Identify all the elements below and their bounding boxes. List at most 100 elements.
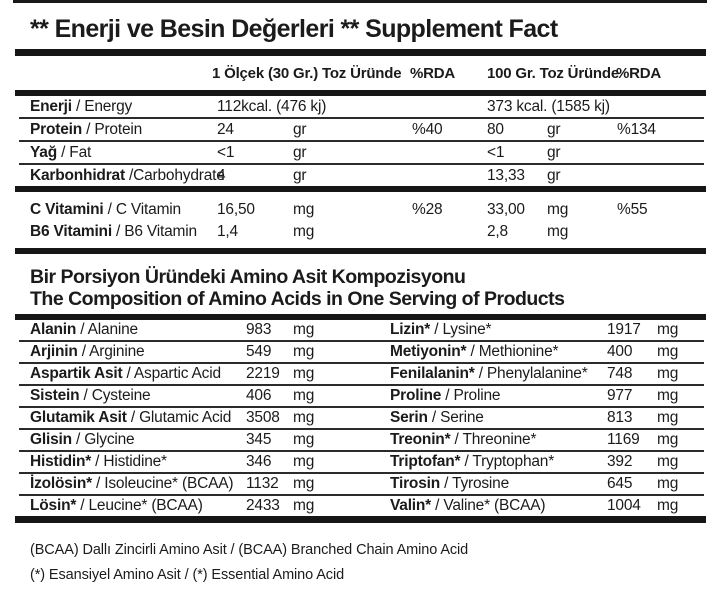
amino-label-left-tr: Sistein [30,387,80,404]
amino-label-right-tr: Triptofan* [390,453,461,470]
amino-label-right: Metiyonin* / Methionine* [390,343,607,361]
unit-per-100g: mg [547,201,569,218]
row-separator [19,362,704,364]
amino-label-left: Glisin / Glycine [30,431,246,449]
value-per-100g: 2,8 [487,223,508,240]
amino-section-title-en: The Composition of Amino Acids in One Se… [30,288,565,310]
amino-label-left-en: / Isoleucine* (BCAA) [91,475,234,492]
row-separator [19,163,704,165]
amino-unit-right: mg [657,343,679,360]
nutrient-label: Enerji / Energy [30,98,217,116]
amino-label-right: Valin* / Valine* (BCAA) [390,497,607,515]
unit-per-100g: mg [547,223,569,240]
amino-value-right: 977 [607,387,633,404]
nutrient-label: Karbonhidrat /Carbohydrate [30,167,225,185]
row-separator [19,450,704,452]
amino-value-left: 346 [246,453,272,470]
amino-unit-right: mg [657,365,679,382]
amino-label-left-en: / Glycine [71,431,135,448]
amino-unit-left: mg [293,475,315,492]
page-title: ** Enerji ve Besin Değerleri ** Suppleme… [30,15,558,43]
amino-label-left-tr: Aspartik Asit [30,365,123,382]
nutrient-label: Yağ / Fat [30,144,217,162]
row-separator [19,140,704,142]
amino-unit-right: mg [657,475,679,492]
amino-unit-left: mg [293,321,315,338]
amino-value-left: 549 [246,343,272,360]
value-per-serving: 4 [217,166,226,184]
vitamin-row-b6: B6 Vitamini / B6 Vitamin 1,4 mg 2,8 mg [0,221,720,243]
amino-value-left: 3508 [246,409,280,426]
amino-label-right-tr: Lizin* [390,321,431,338]
amino-value-left: 345 [246,431,272,448]
top-border-line [13,0,707,3]
amino-label-right-en: / Tryptophan* [460,453,555,470]
amino-label-left-tr: Histidin* [30,453,92,470]
amino-label-left-tr: Glisin [30,431,72,448]
unit-per-serving: gr [293,120,307,138]
row-separator [19,472,704,474]
amino-label-left-en: / Leucine* (BCAA) [76,497,203,514]
divider-bar [15,314,706,320]
column-headers: 1 Ölçek (30 Gr.) Toz Üründe %RDA 100 Gr.… [0,56,720,90]
amino-section-title-tr: Bir Porsiyon Üründeki Amino Asit Kompozi… [30,266,466,288]
amino-acid-row: İzolösin* / Isoleucine* (BCAA) 1132 mg T… [0,474,720,494]
vitamin-label-tr: B6 Vitamini [30,223,112,240]
vitamin-label: C Vitamini / C Vitamin [30,201,217,219]
header-rda-2: %RDA [616,64,662,82]
amino-label-left-en: / Histidine* [91,453,167,470]
amino-unit-right: mg [657,321,679,338]
value-per-serving: 112kcal. (476 kj) [217,97,327,115]
amino-label-left-tr: Glutamik Asit [30,409,127,426]
amino-unit-left: mg [293,343,315,360]
amino-acid-row: Lösin* / Leucine* (BCAA) 2433 mg Valin* … [0,496,720,516]
amino-label-left-en: / Arginine [77,343,145,360]
amino-value-left: 2219 [246,365,280,382]
amino-value-right: 1169 [607,431,640,448]
rda-per-serving: %40 [412,120,443,138]
row-separator [19,428,704,430]
amino-acid-table: Alanin / Alanine 983 mg Lizin* / Lysine*… [0,320,720,516]
amino-label-left: Histidin* / Histidine* [30,453,246,471]
footnotes: (BCAA) Dallı Zincirli Amino Asit / (BCAA… [30,538,720,588]
amino-label-right: Triptofan* / Tryptophan* [390,453,607,471]
nutrient-label-en: / Energy [71,97,133,115]
value-per-100g: 13,33 [487,166,525,184]
amino-label-left: Glutamik Asit / Glutamic Acid [30,409,246,427]
row-separator [19,340,704,342]
value-per-100g: <1 [487,143,505,161]
amino-unit-right: mg [657,431,679,448]
nutrient-label-tr: Protein [30,120,82,138]
nutrient-label-tr: Enerji [30,97,72,115]
vitamin-label-en: / B6 Vitamin [111,223,197,240]
row-separator [19,384,704,386]
amino-label-left-tr: Alanin [30,321,77,338]
value-per-100g: 33,00 [487,201,525,218]
amino-value-right: 748 [607,365,633,382]
amino-label-right-tr: Serin [390,409,428,426]
amino-label-left-tr: Lösin* [30,497,77,514]
nutrient-label-en: / Protein [82,120,143,138]
amino-label-left-en: / Alanine [76,321,138,338]
amino-label-right-tr: Metiyonin* [390,343,467,360]
amino-label-left: Lösin* / Leucine* (BCAA) [30,497,246,515]
amino-label-left: Aspartik Asit / Aspartic Acid [30,365,246,383]
row-separator [19,494,704,496]
amino-label-left: Sistein / Cysteine [30,387,246,405]
amino-value-right: 645 [607,475,633,492]
nutrient-label: Protein / Protein [30,121,217,139]
amino-value-left: 406 [246,387,272,404]
value-per-serving: <1 [217,143,235,161]
amino-label-left: İzolösin* / Isoleucine* (BCAA) [30,475,246,493]
amino-label-right-en: / Threonine* [450,431,537,448]
amino-label-right-en: / Valine* (BCAA) [431,497,546,514]
rda-per-100g: %134 [617,120,656,138]
amino-label-right-tr: Valin* [390,497,432,514]
amino-label-right-tr: Fenilalanin* [390,365,475,382]
vitamin-label-en: / C Vitamin [103,201,182,218]
unit-per-serving: gr [293,166,307,184]
amino-acid-row: Histidin* / Histidine* 346 mg Triptofan*… [0,452,720,472]
vitamin-label: B6 Vitamini / B6 Vitamin [30,223,217,241]
divider-bar [15,516,706,523]
amino-label-right: Tirosin / Tyrosine [390,475,607,493]
